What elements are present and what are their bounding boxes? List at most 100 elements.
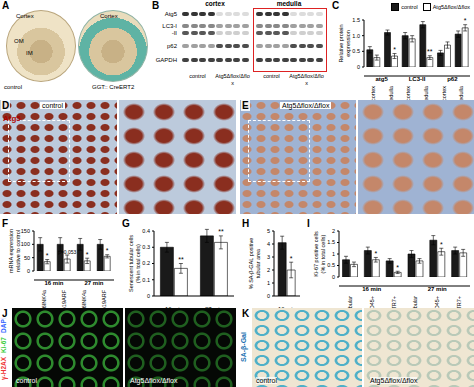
svg-text:*: * [464, 17, 466, 24]
svg-text:27 min: 27 min [84, 280, 103, 286]
html-text:LC3-I: LC3-I [162, 23, 177, 29]
svg-text:27 min: 27 min [428, 286, 447, 292]
html-text:control: control [42, 102, 63, 109]
svg-text:0: 0 [147, 293, 150, 299]
html-text:GAPDH: GAPDH [155, 57, 177, 63]
svg-text:medulla: medulla [388, 85, 394, 100]
svg-text:Relative proteinexpression: Relative proteinexpression [338, 24, 351, 62]
html-text:Atg5: Atg5 [164, 11, 177, 17]
svg-text:Tubular: Tubular [412, 296, 418, 308]
html-text:DAPI: DAPI [0, 317, 7, 333]
svg-text:*: * [393, 46, 396, 53]
svg-text:3: 3 [267, 254, 270, 260]
svg-text:2: 2 [267, 267, 270, 273]
svg-text:1: 1 [267, 280, 270, 286]
html-text:F: F [2, 218, 9, 229]
svg-text:ERTR7+: ERTR7+ [391, 296, 397, 308]
html-text:SA-β-Gal: SA-β-Gal [240, 332, 247, 363]
svg-text:CD45+: CD45+ [434, 296, 440, 308]
svg-text:cortex: cortex [405, 86, 411, 100]
svg-text:**: ** [178, 256, 184, 263]
svg-text:ERTR7+: ERTR7+ [456, 296, 462, 308]
svg-text:p62: p62 [447, 76, 458, 82]
svg-text:0: 0 [332, 274, 335, 280]
html-text:cortex: cortex [205, 0, 225, 7]
svg-text:*: * [396, 264, 399, 271]
svg-text:1: 1 [332, 251, 335, 257]
html-text:Atg5Δflox/Δflox: Atg5Δflox/Δflox [370, 377, 418, 384]
html-text:p62: p62 [167, 43, 177, 49]
html-text:control: control [16, 377, 37, 384]
html-text:D: D [2, 100, 10, 111]
html-text:Atg5Δflox/Δflox: Atg5Δflox/Δflox [289, 73, 324, 86]
html-text:control: control [4, 84, 22, 90]
svg-text:0: 0 [27, 268, 30, 274]
svg-text:50: 50 [24, 255, 30, 261]
html-text:H: H [242, 218, 250, 229]
svg-text:p19ARF: p19ARF [61, 289, 67, 308]
html-text:-II: -II [171, 30, 177, 36]
html-text:C: C [332, 0, 340, 11]
html-text:Ki-67: Ki-67 [0, 336, 7, 353]
html-text:Atg5Δflox/Δflox: Atg5Δflox/Δflox [130, 377, 178, 384]
svg-text:1.5: 1.5 [327, 239, 335, 245]
svg-text:CD45+: CD45+ [369, 296, 375, 308]
svg-text:medulla: medulla [423, 85, 429, 100]
html-text:Atg5Δflox/Δflox: Atg5Δflox/Δflox [282, 102, 330, 109]
html-text:γ-H2AX: γ-H2AX [0, 356, 7, 380]
svg-text:*: * [46, 252, 49, 259]
svg-text:atg5: atg5 [375, 76, 388, 82]
svg-text:0.2: 0.2 [142, 260, 150, 266]
svg-text:Senescent tubular cells(% in t: Senescent tubular cells(% in total cells… [128, 235, 141, 292]
svg-text:1.5: 1.5 [352, 17, 360, 23]
svg-text:4: 4 [267, 241, 270, 247]
html-text:Atg5Δflox/Δflox: Atg5Δflox/Δflox [215, 73, 250, 86]
svg-text:5: 5 [267, 228, 270, 234]
html-text:OM: OM [14, 38, 24, 44]
svg-text:16 min: 16 min [362, 286, 381, 292]
html-text:E: E [242, 100, 249, 111]
svg-text:100: 100 [21, 241, 30, 247]
html-text:GGT:: CreERT2: GGT:: CreERT2 [92, 84, 135, 90]
svg-text:cortex: cortex [370, 86, 376, 100]
html-text:control: control [256, 377, 277, 384]
html-text:Atg5: Atg5 [3, 114, 21, 123]
svg-text:*: * [374, 250, 377, 257]
svg-text:0.3: 0.3 [142, 244, 150, 250]
svg-text:p=0.053: p=0.053 [58, 249, 76, 255]
svg-text:p19ARF: p19ARF [101, 289, 107, 308]
svg-text:0.5: 0.5 [327, 262, 335, 268]
svg-text:medulla: medulla [458, 85, 464, 100]
html-text:G: G [122, 218, 130, 229]
svg-text:% SA-β-GAL positivetubular are: % SA-β-GAL positivetubular area [248, 238, 261, 290]
svg-text:0: 0 [267, 293, 270, 299]
svg-text:**: ** [427, 48, 433, 55]
svg-text:Tubular: Tubular [347, 296, 353, 308]
html-text:K: K [242, 308, 250, 319]
html-text:Cortex: Cortex [16, 13, 34, 19]
svg-text:0: 0 [357, 64, 360, 70]
svg-text:cortex: cortex [441, 86, 447, 100]
svg-text:Ki-67 positive cells(% in tota: Ki-67 positive cells(% in total cells) [313, 231, 326, 277]
svg-text:0.4: 0.4 [142, 228, 150, 234]
html-text:B: B [152, 0, 160, 11]
svg-text:0.5: 0.5 [352, 48, 360, 54]
html-text:medulla: medulla [276, 0, 302, 7]
svg-text:LC3-II: LC3-II [409, 76, 426, 82]
svg-text:*: * [440, 241, 443, 248]
svg-text:**: ** [218, 228, 224, 235]
svg-text:*: * [106, 247, 109, 254]
svg-text:150: 150 [21, 228, 30, 234]
svg-text:*: * [290, 255, 293, 262]
svg-text:mRNA expressionrelative to con: mRNA expressionrelative to control [8, 229, 21, 273]
svg-text:0.1: 0.1 [142, 277, 150, 283]
svg-text:p16INK4a: p16INK4a [41, 289, 47, 308]
svg-text:*: * [86, 251, 89, 258]
svg-text:p16INK4a: p16INK4a [81, 289, 87, 308]
svg-text:2: 2 [332, 228, 335, 234]
html-text:IM: IM [26, 50, 33, 56]
html-text:Cortex: Cortex [100, 13, 118, 19]
html-text:A: A [2, 0, 10, 11]
svg-text:16 min: 16 min [44, 280, 63, 286]
svg-text:1.0: 1.0 [352, 33, 360, 39]
